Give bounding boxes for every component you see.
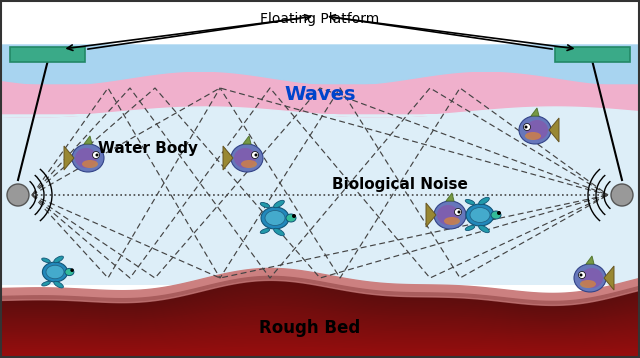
Ellipse shape	[241, 160, 257, 168]
Circle shape	[95, 154, 99, 156]
Polygon shape	[549, 118, 559, 142]
Ellipse shape	[491, 211, 501, 219]
Circle shape	[525, 126, 527, 129]
Ellipse shape	[65, 268, 74, 276]
Ellipse shape	[479, 197, 490, 205]
Text: Waves: Waves	[284, 86, 356, 105]
Ellipse shape	[525, 132, 541, 140]
Bar	[0, 110, 640, 285]
Ellipse shape	[274, 228, 284, 236]
Ellipse shape	[437, 205, 459, 225]
Ellipse shape	[581, 268, 603, 288]
Circle shape	[579, 274, 582, 276]
Circle shape	[579, 271, 586, 279]
Ellipse shape	[444, 217, 460, 225]
Circle shape	[292, 214, 296, 218]
Ellipse shape	[286, 214, 296, 222]
Ellipse shape	[466, 204, 494, 226]
Circle shape	[252, 151, 259, 159]
Circle shape	[497, 211, 501, 215]
Circle shape	[7, 184, 29, 206]
Polygon shape	[223, 146, 233, 170]
Polygon shape	[243, 136, 251, 144]
Ellipse shape	[42, 281, 51, 286]
Ellipse shape	[265, 211, 285, 226]
Text: Biological Noise: Biological Noise	[332, 178, 468, 193]
Polygon shape	[531, 108, 539, 116]
Ellipse shape	[54, 281, 63, 288]
Ellipse shape	[42, 262, 68, 282]
Bar	[0, 0, 640, 45]
Ellipse shape	[580, 280, 596, 288]
Ellipse shape	[526, 120, 548, 140]
FancyBboxPatch shape	[10, 47, 85, 62]
Circle shape	[93, 151, 99, 159]
Circle shape	[70, 268, 74, 272]
Ellipse shape	[574, 264, 606, 292]
Ellipse shape	[465, 199, 475, 204]
Circle shape	[255, 154, 257, 156]
Polygon shape	[64, 146, 74, 170]
FancyBboxPatch shape	[555, 47, 630, 62]
Ellipse shape	[82, 160, 98, 168]
Polygon shape	[446, 193, 454, 201]
Polygon shape	[604, 266, 614, 290]
Ellipse shape	[274, 200, 284, 208]
Ellipse shape	[260, 228, 269, 233]
Text: Floating Platform: Floating Platform	[260, 12, 380, 26]
Ellipse shape	[479, 225, 490, 233]
Ellipse shape	[261, 207, 289, 229]
Circle shape	[611, 184, 633, 206]
Ellipse shape	[434, 201, 466, 229]
Polygon shape	[426, 203, 436, 227]
Text: Rough Bed: Rough Bed	[259, 319, 360, 337]
Ellipse shape	[519, 116, 551, 144]
Circle shape	[524, 124, 531, 131]
Polygon shape	[586, 256, 594, 264]
Ellipse shape	[470, 208, 490, 223]
Bar	[0, 72, 640, 122]
Ellipse shape	[231, 144, 263, 172]
Ellipse shape	[72, 144, 104, 172]
Ellipse shape	[54, 256, 63, 263]
Ellipse shape	[465, 226, 475, 231]
Ellipse shape	[42, 258, 51, 262]
Circle shape	[458, 211, 461, 213]
Ellipse shape	[46, 265, 64, 279]
Text: Water Body: Water Body	[98, 140, 198, 155]
Ellipse shape	[234, 148, 256, 168]
Bar	[0, 45, 640, 85]
Circle shape	[454, 208, 461, 216]
Ellipse shape	[75, 148, 97, 168]
Polygon shape	[84, 136, 92, 144]
Ellipse shape	[260, 203, 269, 208]
